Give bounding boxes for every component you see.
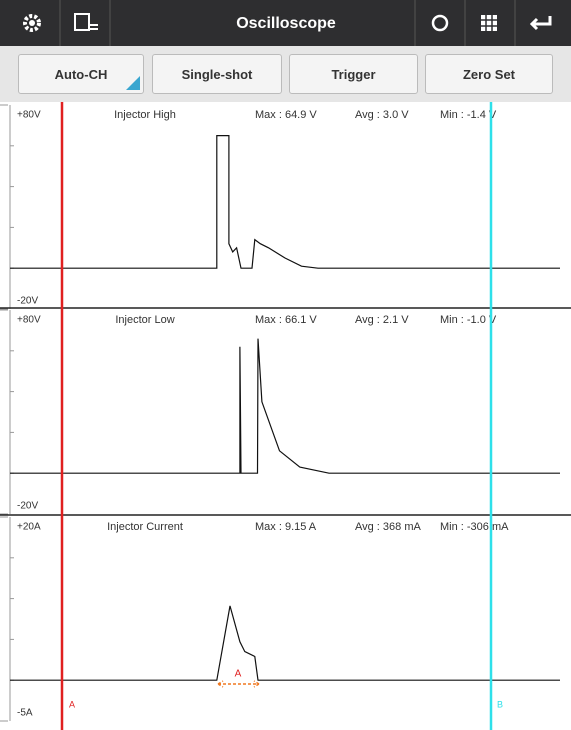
auto-ch-button[interactable]: Auto-CH <box>18 54 144 94</box>
button-row: Auto-CH Single-shot Trigger Zero Set <box>0 46 571 102</box>
grid-icon[interactable] <box>481 15 497 31</box>
y-tick-label: -20V <box>17 501 38 512</box>
y-tick-label: +80V <box>17 110 41 121</box>
min-value: Min : -306 mA <box>440 521 509 533</box>
measure-arrow <box>217 680 260 688</box>
min-value: Min : -1.4 V <box>440 109 497 121</box>
button-label: Trigger <box>331 66 376 82</box>
y-tick-label: +20A <box>17 522 41 533</box>
max-value: Max : 64.9 V <box>255 109 317 121</box>
channel-name: Injector High <box>114 109 176 121</box>
avg-value: Avg : 2.1 V <box>355 314 409 326</box>
max-value: Max : 9.15 A <box>255 521 317 533</box>
avg-value: Avg : 3.0 V <box>355 109 409 121</box>
save-icon[interactable] <box>74 13 98 31</box>
scope: +80V -20V Injector High Max : 64.9 V Avg : 3… <box>0 102 571 730</box>
waveform <box>10 338 560 474</box>
trigger-button[interactable]: Trigger <box>289 54 418 94</box>
channel-name: Injector Low <box>115 314 174 326</box>
measure-label: A <box>235 669 242 680</box>
zero-set-button[interactable]: Zero Set <box>425 54 553 94</box>
min-value: Min : -1.0 V <box>440 314 497 326</box>
max-value: Max : 66.1 V <box>255 314 317 326</box>
button-label: Single-shot <box>181 66 253 82</box>
waveform <box>10 605 560 681</box>
y-tick-label: +80V <box>17 315 41 326</box>
avg-value: Avg : 368 mA <box>355 521 421 533</box>
y-tick-label: -20V <box>17 296 38 307</box>
cursor-a-label: A <box>69 699 75 709</box>
title: Oscilloscope <box>236 15 336 32</box>
toolbar: Oscilloscope <box>0 0 571 46</box>
settings-icon[interactable] <box>23 14 41 32</box>
refresh-icon[interactable] <box>431 14 449 32</box>
back-icon[interactable] <box>529 16 552 31</box>
single-shot-button[interactable]: Single-shot <box>152 54 282 94</box>
dropdown-marker <box>126 76 140 90</box>
button-label: Zero Set <box>462 66 515 82</box>
y-tick-label: -5A <box>17 708 33 719</box>
button-label: Auto-CH <box>54 66 108 82</box>
cursor-b-label: B <box>497 699 503 709</box>
waveform <box>10 135 560 269</box>
channel-name: Injector Current <box>107 521 183 533</box>
